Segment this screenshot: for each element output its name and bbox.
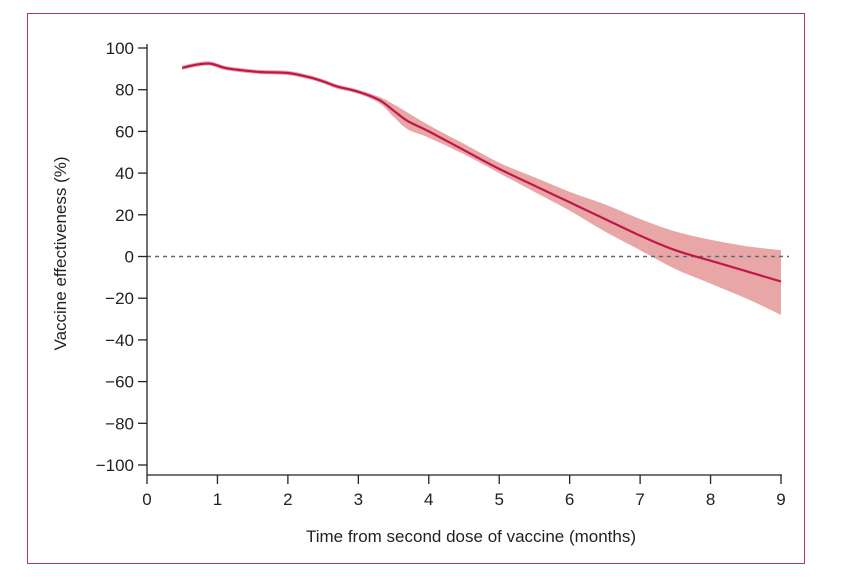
y-tick-label: −20 — [105, 289, 134, 308]
x-tick-label: 6 — [565, 490, 574, 509]
x-tick-label: 4 — [424, 490, 433, 509]
effectiveness-series-line — [181, 62, 782, 283]
y-tick-label: 0 — [125, 248, 134, 267]
confidence-interval-band — [182, 61, 781, 315]
y-axis-ticks: 100 80 60 40 20 0 −20 −40 −60 −80 −100 — [96, 39, 147, 475]
y-tick-label: −40 — [105, 331, 134, 350]
x-axis-title: Time from second dose of vaccine (months… — [306, 527, 636, 546]
y-tick-label: 40 — [115, 164, 134, 183]
y-tick-label: 80 — [115, 81, 134, 100]
figure-frame — [27, 13, 805, 564]
x-tick-label: 7 — [635, 490, 644, 509]
x-tick-label: 3 — [354, 490, 363, 509]
x-tick-label: 9 — [776, 490, 785, 509]
y-tick-label: −80 — [105, 414, 134, 433]
y-tick-label: 100 — [106, 39, 134, 58]
y-tick-label: −100 — [96, 456, 134, 475]
x-tick-label: 8 — [706, 490, 715, 509]
x-tick-label: 2 — [283, 490, 292, 509]
y-axis-title: Vaccine effectiveness (%) — [51, 156, 70, 350]
x-tick-label: 1 — [213, 490, 222, 509]
y-tick-label: −60 — [105, 373, 134, 392]
x-tick-label: 0 — [142, 490, 151, 509]
y-tick-label: 20 — [115, 206, 134, 225]
x-axis-ticks: 0 1 2 3 4 5 6 7 8 9 — [142, 475, 786, 509]
y-tick-label: 60 — [115, 122, 134, 141]
x-tick-label: 5 — [494, 490, 503, 509]
